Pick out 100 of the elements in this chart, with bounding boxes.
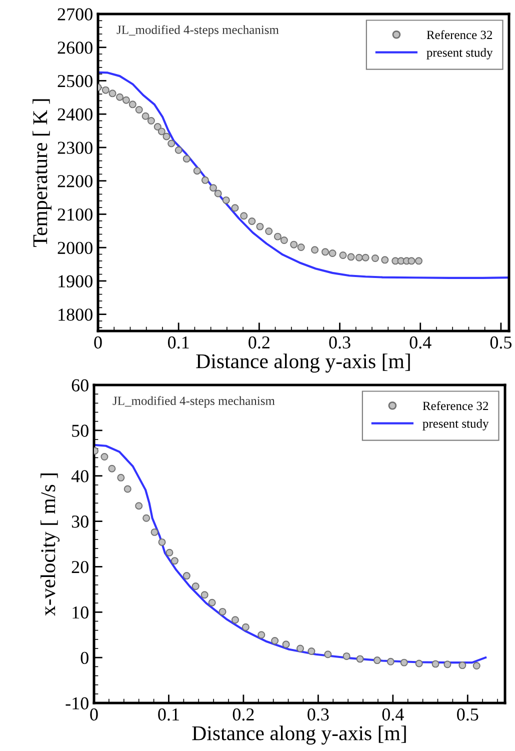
legend-label: Reference 32 [426, 30, 492, 40]
y-tick-label: 2100 [58, 208, 92, 221]
point [142, 112, 150, 120]
point [265, 227, 273, 235]
point [192, 582, 200, 590]
point [193, 167, 201, 175]
point [200, 591, 208, 599]
point [182, 155, 190, 163]
x-tick-label: 0.5 [457, 708, 478, 721]
point [102, 86, 110, 94]
point [408, 257, 416, 265]
y-tick-label: 2500 [58, 74, 92, 88]
point [373, 656, 381, 664]
x-tick-label: 0.2 [232, 708, 254, 721]
x-tick-label: 0.1 [168, 336, 189, 349]
point [242, 623, 250, 631]
line-series [98, 71, 509, 279]
x-axis-title: Distance along y-axis [m] [196, 354, 410, 373]
point [271, 637, 279, 645]
point [296, 644, 304, 652]
point [386, 658, 394, 666]
point [415, 257, 422, 265]
y-axis-title: Temperature [ K ] [32, 99, 52, 247]
y-tick-label: 2200 [58, 175, 92, 188]
point [371, 254, 379, 262]
point [168, 140, 176, 148]
point [116, 93, 124, 101]
point [324, 650, 332, 658]
point [174, 146, 182, 154]
point [218, 608, 226, 616]
point [311, 246, 319, 254]
point [124, 485, 132, 493]
point [201, 176, 209, 184]
point [362, 254, 370, 262]
point [166, 548, 174, 556]
point [280, 236, 288, 244]
x-tick-label: 0.5 [490, 336, 512, 349]
point [381, 256, 389, 264]
annotation: JL_modified 4-steps mechanism [112, 396, 275, 408]
y-tick-label: -10 [66, 697, 88, 710]
y-tick-label: 20 [72, 560, 88, 574]
point [282, 640, 290, 648]
point [248, 217, 256, 225]
y-tick-label: 2300 [58, 142, 92, 154]
point [214, 190, 222, 198]
x-tick-label: 0.3 [329, 336, 350, 349]
point [182, 572, 190, 580]
y-tick-label: 2400 [58, 108, 92, 121]
point [231, 204, 239, 212]
x-tick-label: 0.3 [308, 708, 329, 721]
point [308, 647, 316, 655]
point [142, 514, 150, 522]
point [356, 655, 364, 663]
y-tick-label: 1900 [58, 275, 92, 288]
point [415, 660, 423, 668]
legend-label: Reference 32 [422, 401, 488, 410]
point [339, 252, 347, 259]
point [210, 184, 217, 192]
point [432, 660, 440, 668]
y-tick-label: 1800 [58, 308, 92, 321]
point [231, 616, 239, 624]
x-tick-label: 0.4 [410, 336, 432, 349]
point [122, 96, 130, 104]
x-tick-label: 0 [94, 336, 102, 349]
y-tick-label: 40 [71, 470, 88, 482]
point [158, 538, 166, 546]
point [154, 123, 162, 131]
point [322, 248, 329, 256]
x-tick-label: 0.1 [158, 708, 179, 721]
point [170, 557, 178, 565]
x-axis-title: Distance along y-axis [m] [192, 726, 406, 745]
point [274, 232, 282, 240]
point [162, 132, 170, 140]
point [240, 212, 248, 220]
point [135, 106, 143, 114]
point [290, 240, 298, 248]
y-tick-label: 50 [72, 424, 88, 437]
point [117, 474, 125, 482]
y-tick-label: 60 [72, 379, 88, 392]
legend-label: present study [422, 418, 489, 430]
point [297, 244, 305, 251]
y-tick-label: 2600 [58, 42, 92, 54]
x-tick-label: 0.2 [248, 336, 270, 349]
point [208, 598, 216, 606]
point [108, 464, 116, 472]
annotation: JL_modified 4-steps mechanism [116, 25, 279, 37]
point [472, 662, 480, 670]
point [256, 222, 264, 230]
y-axis-title: x-velocity [ m/s ] [40, 474, 60, 616]
y-tick-label: 2700 [58, 8, 92, 20]
point [100, 453, 108, 461]
y-tick-label: 2000 [58, 242, 92, 254]
x-tick-label: 0.4 [382, 708, 404, 721]
point [222, 196, 230, 204]
point [458, 662, 466, 670]
point [355, 254, 363, 262]
point [328, 250, 336, 257]
point [150, 528, 158, 536]
y-tick-label: 0 [80, 652, 88, 664]
y-tick-label: 10 [72, 606, 88, 619]
